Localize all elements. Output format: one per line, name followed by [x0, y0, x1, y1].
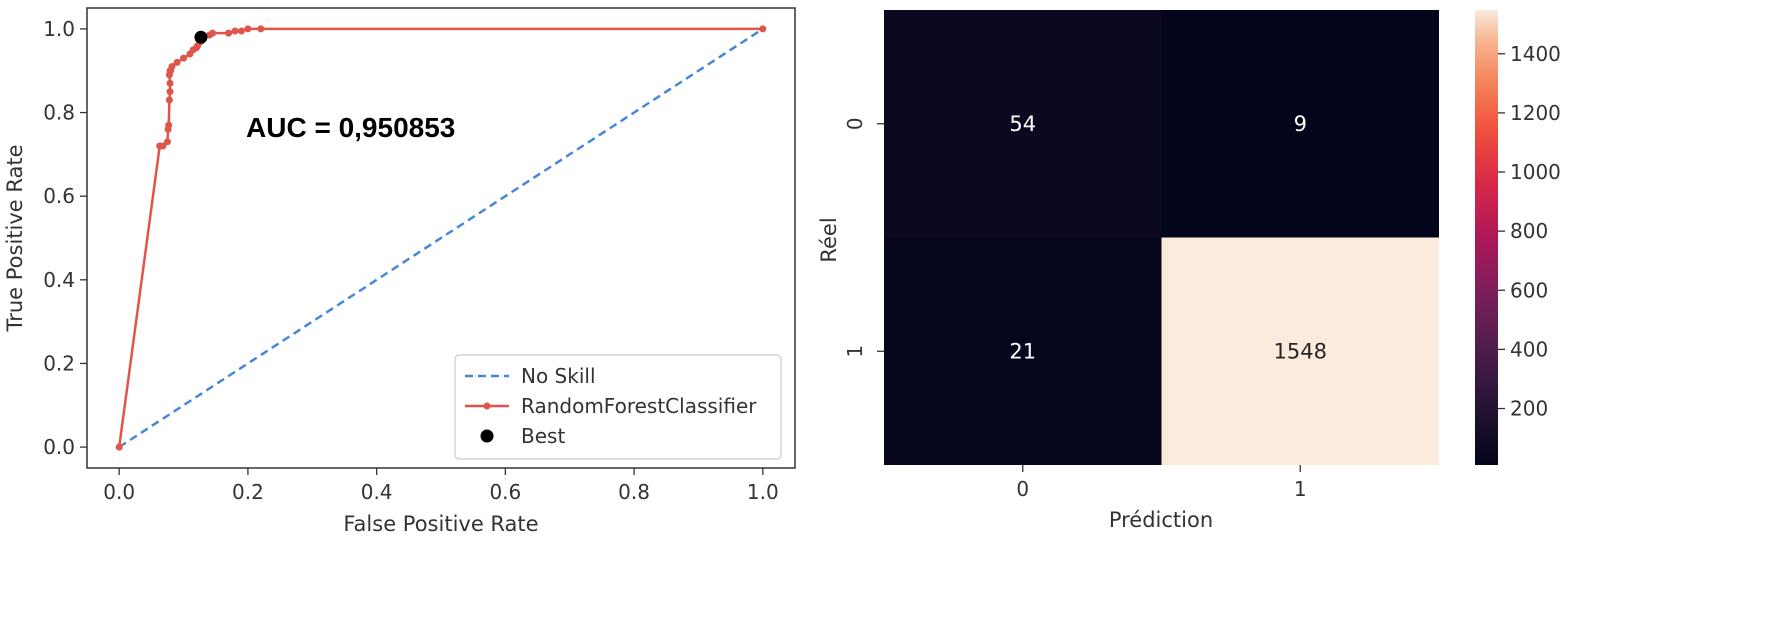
colorbar — [1475, 10, 1498, 465]
heatmap-y-tick-label: 0 — [843, 117, 867, 130]
random-forest-point — [168, 63, 176, 71]
roc-x-tick-label: 0.2 — [232, 480, 264, 504]
roc-series — [115, 25, 767, 451]
colorbar-tick-label: 600 — [1510, 278, 1548, 302]
heatmap-x-axis-label: Prédiction — [1109, 508, 1213, 532]
roc-chart: 0.0 0.2 0.4 0.6 0.8 1.0 0.0 0.2 0.4 0.6 0.8 1.0 AU… — [3, 7, 796, 536]
auc-annotation: AUC = 0,950853 — [246, 112, 455, 143]
roc-x-tick-label: 0.0 — [103, 480, 135, 504]
legend-label-best: Best — [521, 424, 565, 448]
random-forest-point — [159, 142, 167, 150]
heatmap-cell — [1161, 237, 1439, 465]
random-forest-point — [166, 88, 174, 96]
legend-box — [454, 354, 782, 460]
colorbar-tick-label: 400 — [1510, 337, 1548, 361]
roc-y-tick-label: 0.8 — [43, 101, 75, 125]
random-forest-point — [244, 25, 252, 33]
best-point — [194, 30, 208, 44]
random-forest-point — [163, 138, 171, 146]
colorbar-ticks: 200 400 600 800 1000 1200 1400 — [1498, 42, 1561, 421]
colorbar-tick-label: 800 — [1510, 219, 1548, 243]
random-forest-point — [209, 29, 217, 37]
heatmap-ticks: 0 1 0 1 — [843, 117, 1307, 501]
heatmap-cell-value: 54 — [1009, 112, 1036, 136]
roc-x-tick-label: 0.8 — [618, 480, 650, 504]
confusion-matrix: 54 9 21 1548 0 1 0 1 Prédiction Réel 200 400 600… — [817, 10, 1561, 532]
colorbar-tick-label: 1400 — [1510, 42, 1561, 66]
random-forest-point — [759, 25, 767, 33]
random-forest-point — [257, 25, 265, 33]
heatmap-cell-value: 9 — [1294, 112, 1307, 136]
roc-y-tick-label: 0.6 — [43, 184, 75, 208]
roc-x-tick-label: 1.0 — [747, 480, 779, 504]
random-forest-point — [173, 58, 181, 66]
colorbar-tick-label: 1200 — [1510, 101, 1561, 125]
roc-y-ticks: 0.0 0.2 0.4 0.6 0.8 1.0 — [43, 17, 87, 459]
random-forest-point — [180, 54, 188, 62]
heatmap-y-tick-label: 1 — [843, 345, 867, 358]
random-forest-point — [237, 27, 245, 35]
legend-marker-random-forest-dot — [483, 402, 491, 410]
roc-legend: No Skill RandomForestClassifier Best — [454, 354, 782, 460]
heatmap-cells: 54 9 21 1548 — [884, 10, 1439, 465]
roc-y-tick-label: 0.4 — [43, 268, 75, 292]
roc-x-tick-label: 0.4 — [361, 480, 393, 504]
random-forest-point — [231, 27, 239, 35]
heatmap-y-axis-label: Réel — [817, 217, 841, 262]
heatmap-cell-value: 1548 — [1274, 339, 1327, 363]
heatmap-x-tick-label: 0 — [1016, 477, 1029, 501]
random-forest-point — [115, 443, 123, 451]
roc-y-axis-label: True Positive Rate — [3, 144, 27, 332]
roc-y-tick-label: 0.0 — [43, 435, 75, 459]
heatmap-cell — [884, 10, 1162, 238]
legend-marker-best — [480, 429, 494, 443]
legend-label-random-forest: RandomForestClassifier — [521, 394, 757, 418]
random-forest-point — [166, 79, 174, 87]
random-forest-point — [225, 29, 233, 37]
random-forest-point — [165, 121, 173, 129]
heatmap-cell-value: 21 — [1009, 339, 1036, 363]
roc-y-tick-label: 0.2 — [43, 351, 75, 375]
no-skill-line — [118, 27, 764, 449]
heatmap-x-tick-label: 1 — [1294, 477, 1307, 501]
random-forest-point — [165, 96, 173, 104]
heatmap-cell — [1161, 10, 1439, 238]
legend-label-no-skill: No Skill — [521, 364, 596, 388]
heatmap-cell — [884, 237, 1162, 465]
colorbar-tick-label: 1000 — [1510, 160, 1561, 184]
roc-x-axis-label: False Positive Rate — [343, 512, 538, 536]
roc-y-tick-label: 1.0 — [43, 17, 75, 41]
colorbar-tick-label: 200 — [1510, 397, 1548, 421]
roc-x-ticks: 0.0 0.2 0.4 0.6 0.8 1.0 — [103, 468, 779, 504]
roc-x-tick-label: 0.6 — [489, 480, 521, 504]
